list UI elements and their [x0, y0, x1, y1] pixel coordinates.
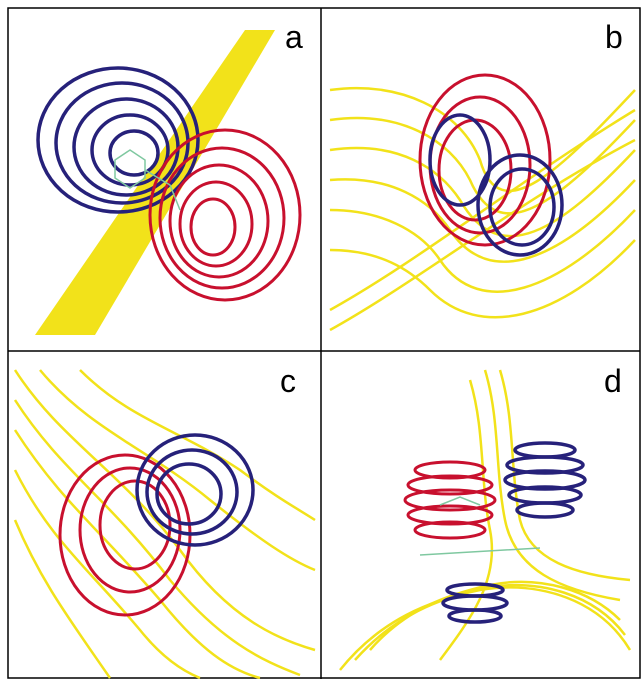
panel-label: c — [280, 363, 296, 399]
red-contours — [420, 75, 550, 245]
panel-a: a — [35, 19, 303, 335]
contour — [191, 199, 235, 255]
figure: a b — [0, 0, 642, 679]
panel-b: b — [330, 19, 635, 330]
contour — [515, 443, 575, 457]
surface-line — [340, 588, 630, 671]
panel-label: d — [604, 363, 622, 399]
page: {"panels": [{"label": "a"}, {"label": "b… — [0, 0, 642, 679]
panel-c: c — [15, 363, 315, 678]
panel-label: a — [285, 19, 303, 55]
red-contours — [60, 455, 190, 615]
panel-label: b — [605, 19, 623, 55]
panel-d: d — [340, 363, 630, 670]
contour — [449, 610, 501, 622]
red-contours — [150, 130, 300, 300]
contour — [517, 503, 573, 517]
contour — [150, 130, 300, 300]
surface-line — [485, 370, 620, 600]
blue-contours — [443, 443, 585, 622]
contour — [160, 148, 284, 288]
red-contours — [405, 462, 495, 538]
figure-border — [8, 8, 640, 678]
contour — [439, 120, 511, 220]
surface — [330, 88, 635, 330]
